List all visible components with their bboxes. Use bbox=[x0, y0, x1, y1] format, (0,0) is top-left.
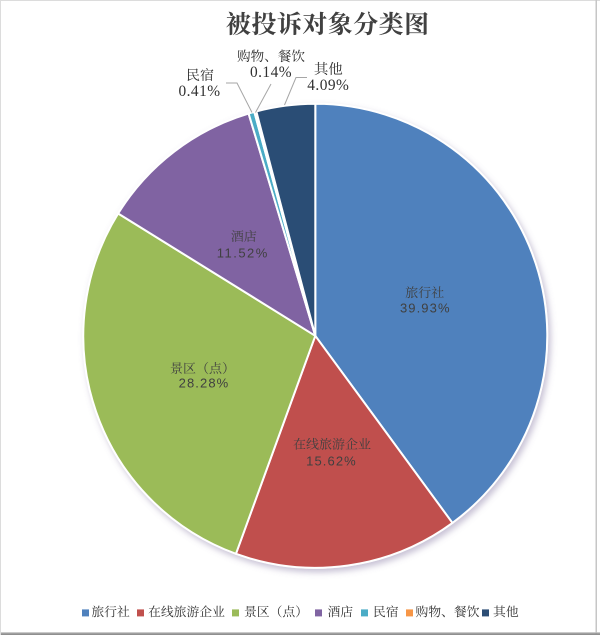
svg-text:11.52%: 11.52% bbox=[217, 245, 269, 260]
svg-text:0.14%: 0.14% bbox=[250, 64, 292, 81]
svg-text:15.62%: 15.62% bbox=[306, 453, 357, 468]
svg-text:4.09%: 4.09% bbox=[307, 77, 349, 94]
svg-text:28.28%: 28.28% bbox=[179, 376, 230, 391]
svg-text:0.41%: 0.41% bbox=[178, 83, 220, 100]
svg-text:39.93%: 39.93% bbox=[400, 300, 451, 315]
